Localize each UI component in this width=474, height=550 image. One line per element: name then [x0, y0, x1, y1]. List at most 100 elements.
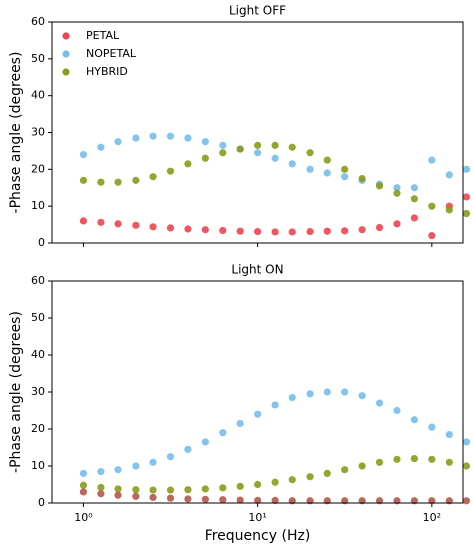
data-point: [254, 149, 262, 157]
data-point: [393, 220, 401, 228]
data-point: [375, 223, 384, 232]
data-point: [97, 467, 105, 476]
data-point: [410, 455, 418, 463]
data-point: [288, 228, 296, 236]
y-tick-label: 60: [31, 274, 45, 287]
data-point: [288, 160, 296, 168]
data-point: [271, 154, 279, 162]
data-point: [271, 478, 279, 486]
data-point: [184, 486, 192, 494]
data-point: [114, 485, 122, 493]
data-point: [219, 149, 227, 157]
data-point: [97, 143, 105, 151]
data-point: [410, 184, 418, 192]
legend-label: NOPETAL: [86, 47, 137, 60]
data-point: [445, 206, 453, 214]
y-axis-label: -Phase angle (degrees): [8, 52, 24, 214]
legend-label: HYBRID: [86, 65, 128, 78]
data-point: [462, 438, 471, 446]
data-point: [236, 482, 244, 490]
y-tick-label: 50: [31, 52, 45, 65]
data-point: [358, 392, 366, 400]
data-point: [445, 458, 453, 466]
data-point: [184, 495, 192, 503]
data-point: [132, 492, 140, 500]
data-point: [132, 462, 140, 470]
data-point: [288, 143, 296, 151]
data-point: [306, 390, 314, 398]
data-point: [271, 228, 279, 236]
plot-frame: [51, 280, 464, 504]
data-point: [254, 227, 262, 236]
data-point: [393, 406, 401, 415]
data-point: [132, 221, 140, 229]
data-point: [149, 493, 157, 502]
data-point: [393, 189, 401, 197]
data-point: [201, 438, 209, 446]
data-point: [306, 149, 314, 157]
data-point: [375, 458, 384, 466]
data-point: [341, 173, 349, 181]
data-point: [184, 445, 192, 453]
data-point: [341, 466, 349, 474]
data-point: [236, 419, 244, 428]
x-axis-label: Frequency (Hz): [205, 528, 311, 544]
data-point: [79, 469, 88, 477]
legend-marker: [62, 50, 70, 58]
data-point: [132, 134, 140, 142]
data-point: [271, 496, 279, 505]
data-point: [323, 469, 331, 477]
data-point: [79, 151, 88, 159]
legend-marker: [62, 68, 70, 76]
data-point: [323, 388, 331, 396]
data-point: [149, 486, 157, 494]
data-point: [410, 195, 418, 203]
data-point: [219, 141, 227, 149]
data-point: [166, 453, 175, 461]
data-point: [341, 165, 349, 173]
data-point: [393, 184, 401, 192]
data-point: [236, 145, 244, 153]
data-point: [358, 226, 366, 234]
data-point: [254, 496, 262, 505]
data-point: [184, 134, 192, 142]
data-point: [323, 156, 331, 164]
data-point: [393, 455, 401, 463]
data-point: [132, 176, 140, 184]
y-tick-label: 0: [38, 236, 45, 249]
data-point: [97, 483, 105, 492]
data-point: [79, 488, 88, 496]
data-point: [97, 490, 105, 498]
data-point: [79, 481, 88, 489]
data-point: [323, 227, 331, 235]
data-point: [149, 223, 157, 231]
data-point: [149, 458, 157, 466]
y-tick-label: 50: [31, 311, 45, 324]
chart-title: Light OFF: [229, 4, 286, 18]
y-tick-label: 10: [31, 199, 45, 212]
y-tick-label: 10: [31, 459, 45, 472]
data-point: [462, 193, 471, 201]
data-point: [219, 429, 227, 437]
y-tick-label: 40: [31, 348, 45, 361]
chart-title: Light ON: [231, 263, 283, 277]
data-point: [236, 496, 244, 504]
data-point: [114, 178, 122, 186]
data-point: [236, 227, 244, 235]
y-tick-label: 40: [31, 89, 45, 102]
data-point: [201, 226, 209, 234]
data-point: [271, 141, 279, 149]
y-tick-label: 30: [31, 385, 45, 398]
data-point: [114, 491, 122, 499]
data-point: [410, 214, 418, 222]
data-point: [219, 496, 227, 504]
data-point: [114, 138, 122, 146]
data-point: [201, 495, 209, 503]
data-point: [114, 220, 122, 228]
data-point: [219, 484, 227, 492]
data-point: [166, 224, 175, 232]
data-point: [79, 176, 88, 184]
data-point: [97, 178, 105, 186]
data-point: [306, 227, 314, 236]
